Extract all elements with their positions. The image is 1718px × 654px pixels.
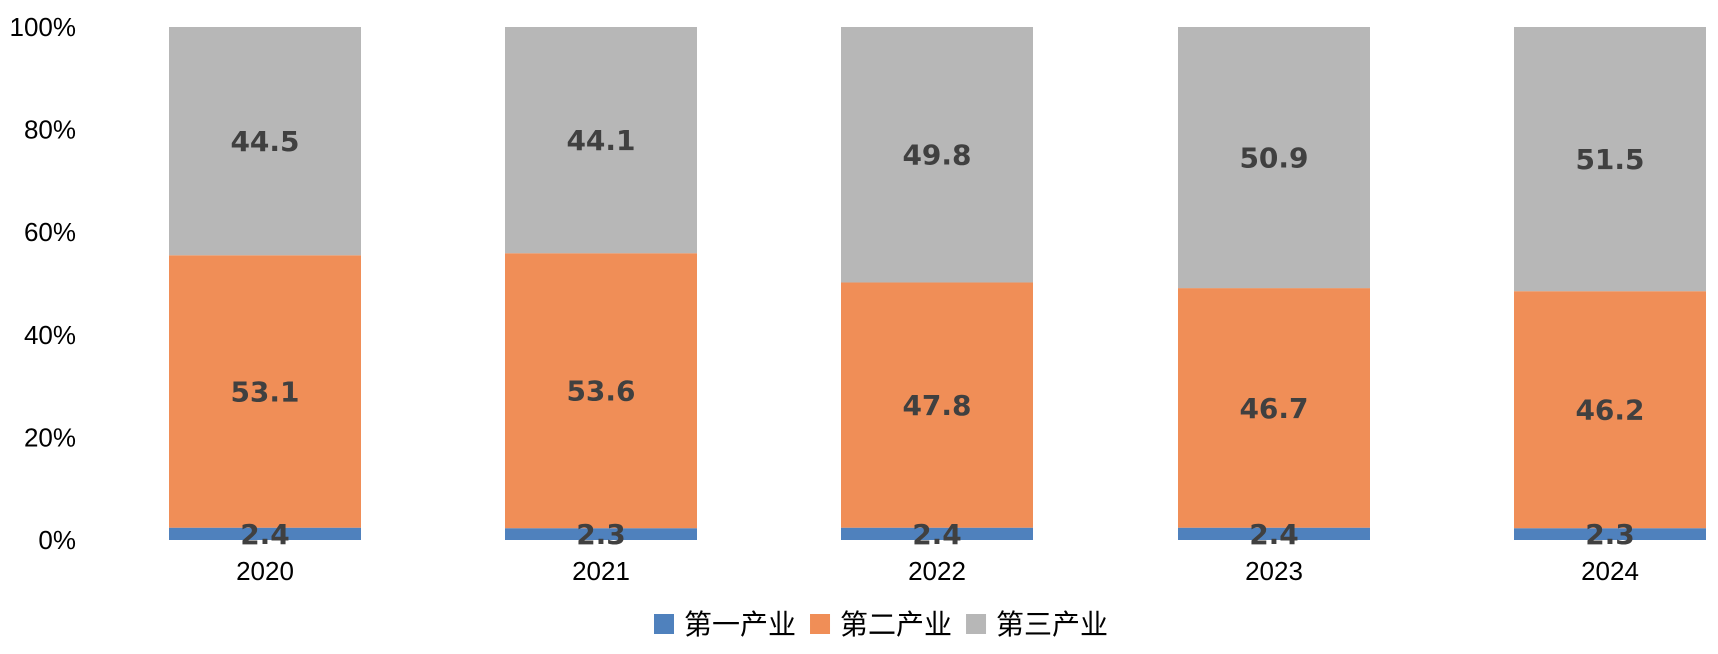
legend-swatch	[810, 614, 831, 634]
data-label: 46.2	[1575, 394, 1644, 427]
legend: 第一产业 第二产业 第三产业	[654, 608, 1108, 641]
legend-swatch	[654, 614, 674, 634]
y-tick-label: 20%	[24, 422, 76, 452]
y-tick-label: 40%	[24, 320, 76, 350]
y-tick-label: 60%	[24, 217, 76, 247]
legend-item: 第二产业	[810, 608, 952, 641]
legend-swatch	[966, 614, 987, 634]
data-label: 51.5	[1575, 143, 1644, 176]
data-label: 49.8	[902, 139, 971, 172]
legend-item: 第三产业	[966, 608, 1108, 641]
legend-item: 第一产业	[654, 608, 796, 641]
y-tick-label: 100%	[10, 12, 77, 42]
data-label: 2.4	[1249, 518, 1299, 551]
data-label: 2.4	[240, 518, 290, 551]
data-label: 47.8	[902, 389, 971, 422]
legend-label: 第一产业	[684, 608, 796, 641]
data-label: 50.9	[1239, 142, 1308, 175]
y-tick-label: 80%	[24, 115, 76, 145]
y-tick-label: 0%	[38, 525, 76, 555]
legend-label: 第三产业	[996, 608, 1108, 641]
bar-segment-1	[841, 527, 1033, 540]
bar-segment-1	[1514, 528, 1706, 540]
bar-segment-3	[1514, 27, 1706, 292]
data-labels: 2.4 53.1 44.5 2.3 53.6 44.1 2.4 47.8 49.8 2.4 46.7…	[230, 124, 1644, 551]
bar-segment-3	[1178, 27, 1370, 289]
bar-segment-3	[169, 27, 361, 256]
data-label: 44.5	[230, 125, 299, 158]
x-tick-label: 2020	[236, 556, 294, 586]
x-tick-label: 2021	[572, 556, 630, 586]
bar-segment-1	[1178, 527, 1370, 540]
bar-segment-1	[505, 528, 697, 540]
data-label: 2.3	[576, 518, 626, 551]
x-tick-label: 2024	[1581, 556, 1639, 586]
data-label: 2.4	[912, 518, 962, 551]
bar-segment-3	[505, 27, 697, 254]
data-label: 53.1	[230, 375, 299, 408]
legend-label: 第二产业	[840, 608, 952, 641]
bar-segment-2	[841, 282, 1033, 528]
bar-segment-2	[505, 253, 697, 529]
bar-segment-2	[1178, 288, 1370, 528]
x-axis: 2020 2021 2022 2023 2024	[236, 556, 1639, 586]
x-tick-label: 2023	[1245, 556, 1303, 586]
x-tick-label: 2022	[908, 556, 966, 586]
bar-segment-2	[169, 255, 361, 528]
bars	[169, 27, 1706, 540]
data-label: 44.1	[566, 124, 635, 157]
y-axis: 0% 20% 40% 60% 80% 100%	[10, 12, 77, 555]
data-label: 46.7	[1239, 392, 1308, 425]
bar-segment-3	[841, 27, 1033, 283]
data-label: 53.6	[566, 375, 635, 408]
bar-segment-2	[1514, 291, 1706, 529]
bar-segment-1	[169, 527, 361, 540]
data-label: 2.3	[1585, 518, 1635, 551]
